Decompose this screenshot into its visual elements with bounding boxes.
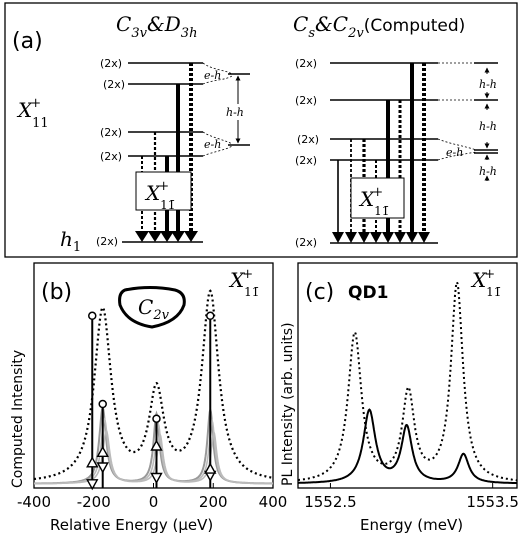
panel-b-stick-marker bbox=[96, 462, 109, 474]
panel-b-xtick-label: -400 bbox=[17, 493, 51, 511]
panel-c-plot bbox=[297, 279, 517, 485]
right-hh-1: h-h bbox=[479, 78, 497, 91]
panel-b-xtick-label: 200 bbox=[199, 493, 228, 511]
panel-b-plot bbox=[33, 289, 274, 491]
right-levels bbox=[330, 62, 438, 244]
panel-c-frame bbox=[297, 262, 518, 489]
panel-b-stick-marker bbox=[150, 472, 163, 484]
left-deg-3: (2x) bbox=[100, 126, 122, 139]
right-title: Cs&C2v(Computed) bbox=[293, 12, 465, 41]
right-hh-3: h-h bbox=[479, 165, 497, 178]
right-annotations bbox=[437, 62, 498, 181]
left-eh-1: e-h bbox=[204, 69, 221, 82]
panel-b-xtick-label: 0 bbox=[149, 493, 159, 511]
left-deg-5: (2x) bbox=[96, 235, 118, 248]
panel-b-shape-label: C2v bbox=[138, 295, 170, 323]
panel-b: (b) C2v X+ 11̄ Computed Intensity -400 -20… bbox=[10, 262, 287, 534]
panel-b-stick-marker bbox=[206, 311, 215, 321]
state-h1-label: h1 bbox=[60, 227, 81, 255]
panel-b-stick-marker bbox=[98, 399, 107, 409]
panel-b-label: (b) bbox=[41, 280, 72, 305]
panel-b-stick-marker bbox=[96, 445, 109, 457]
panel-c-series-solid bbox=[298, 408, 517, 485]
panel-b-stick-marker bbox=[86, 479, 99, 491]
panel-c-label: (c) bbox=[305, 280, 334, 305]
right-eh: e-h bbox=[446, 146, 463, 159]
left-hh: h-h bbox=[226, 106, 244, 119]
panel-c-state: X+ 11̄ bbox=[470, 267, 501, 299]
panel-c-xticks: 1552.5 1553.5 bbox=[304, 483, 519, 511]
right-deg-4: (2x) bbox=[295, 154, 317, 167]
panel-a-label: (a) bbox=[12, 29, 43, 54]
panel-a: (a) C3v&D3h Cs&C2v(Computed) X+ 11 h1 (2x… bbox=[4, 2, 518, 258]
panel-a-frame bbox=[4, 2, 518, 258]
panel-c-ylabel: PL Intensity (arb. units) bbox=[280, 322, 296, 486]
panel-b-stick-marker bbox=[86, 456, 99, 468]
panel-b-state: X+ 11̄ bbox=[228, 267, 259, 299]
panel-b-xlabel: Relative Energy (μeV) bbox=[50, 516, 213, 534]
right-deg-5: (2x) bbox=[295, 236, 317, 249]
panel-c-sample: QD1 bbox=[348, 283, 388, 303]
left-annotations bbox=[202, 62, 250, 157]
left-title: C3v&D3h bbox=[116, 12, 197, 41]
panel-b-stick-marker bbox=[204, 462, 217, 474]
panel-b-xtick-label: 400 bbox=[259, 493, 288, 511]
c2v-shape-icon bbox=[118, 286, 186, 329]
right-deg-1: (2x) bbox=[295, 57, 317, 70]
state-x11-label: X+ 11 bbox=[16, 96, 49, 131]
left-deg-4: (2x) bbox=[100, 150, 122, 163]
left-transitions bbox=[135, 63, 198, 242]
left-deg-2: (2x) bbox=[103, 78, 125, 91]
panel-c-series-dotted bbox=[297, 279, 517, 482]
right-deg-2: (2x) bbox=[295, 94, 317, 107]
panel-c-xtick-label: 1552.5 bbox=[304, 493, 357, 511]
left-deg-1: (2x) bbox=[100, 57, 122, 70]
panel-c-xtick-label: 1553.5 bbox=[466, 493, 519, 511]
panel-c: (c) QD1 X+ 11̄ PL Intensity (arb. units) … bbox=[280, 262, 519, 534]
panel-c-xlabel: Energy (meV) bbox=[360, 516, 463, 534]
left-eh-2: e-h bbox=[204, 138, 221, 151]
panel-b-series-dotted bbox=[33, 289, 274, 481]
panel-b-series-gray bbox=[34, 428, 273, 485]
right-deg-3: (2x) bbox=[297, 133, 319, 146]
panel-b-stick-marker bbox=[152, 414, 161, 423]
right-hh-2: h-h bbox=[479, 120, 497, 133]
left-box-label: X+ 11̄ bbox=[144, 179, 175, 212]
right-box-label: X+ 11̄ bbox=[358, 185, 389, 218]
panel-b-xticks: -400 -200 0 200 400 bbox=[17, 483, 287, 511]
panel-b-ylabel: Computed Intensity bbox=[10, 350, 26, 488]
panel-b-stick-marker bbox=[88, 311, 97, 321]
right-state-box bbox=[350, 177, 405, 219]
panel-b-xtick-label: -200 bbox=[77, 493, 111, 511]
left-state-box bbox=[135, 171, 192, 211]
panel-b-stick-marker bbox=[150, 439, 163, 451]
